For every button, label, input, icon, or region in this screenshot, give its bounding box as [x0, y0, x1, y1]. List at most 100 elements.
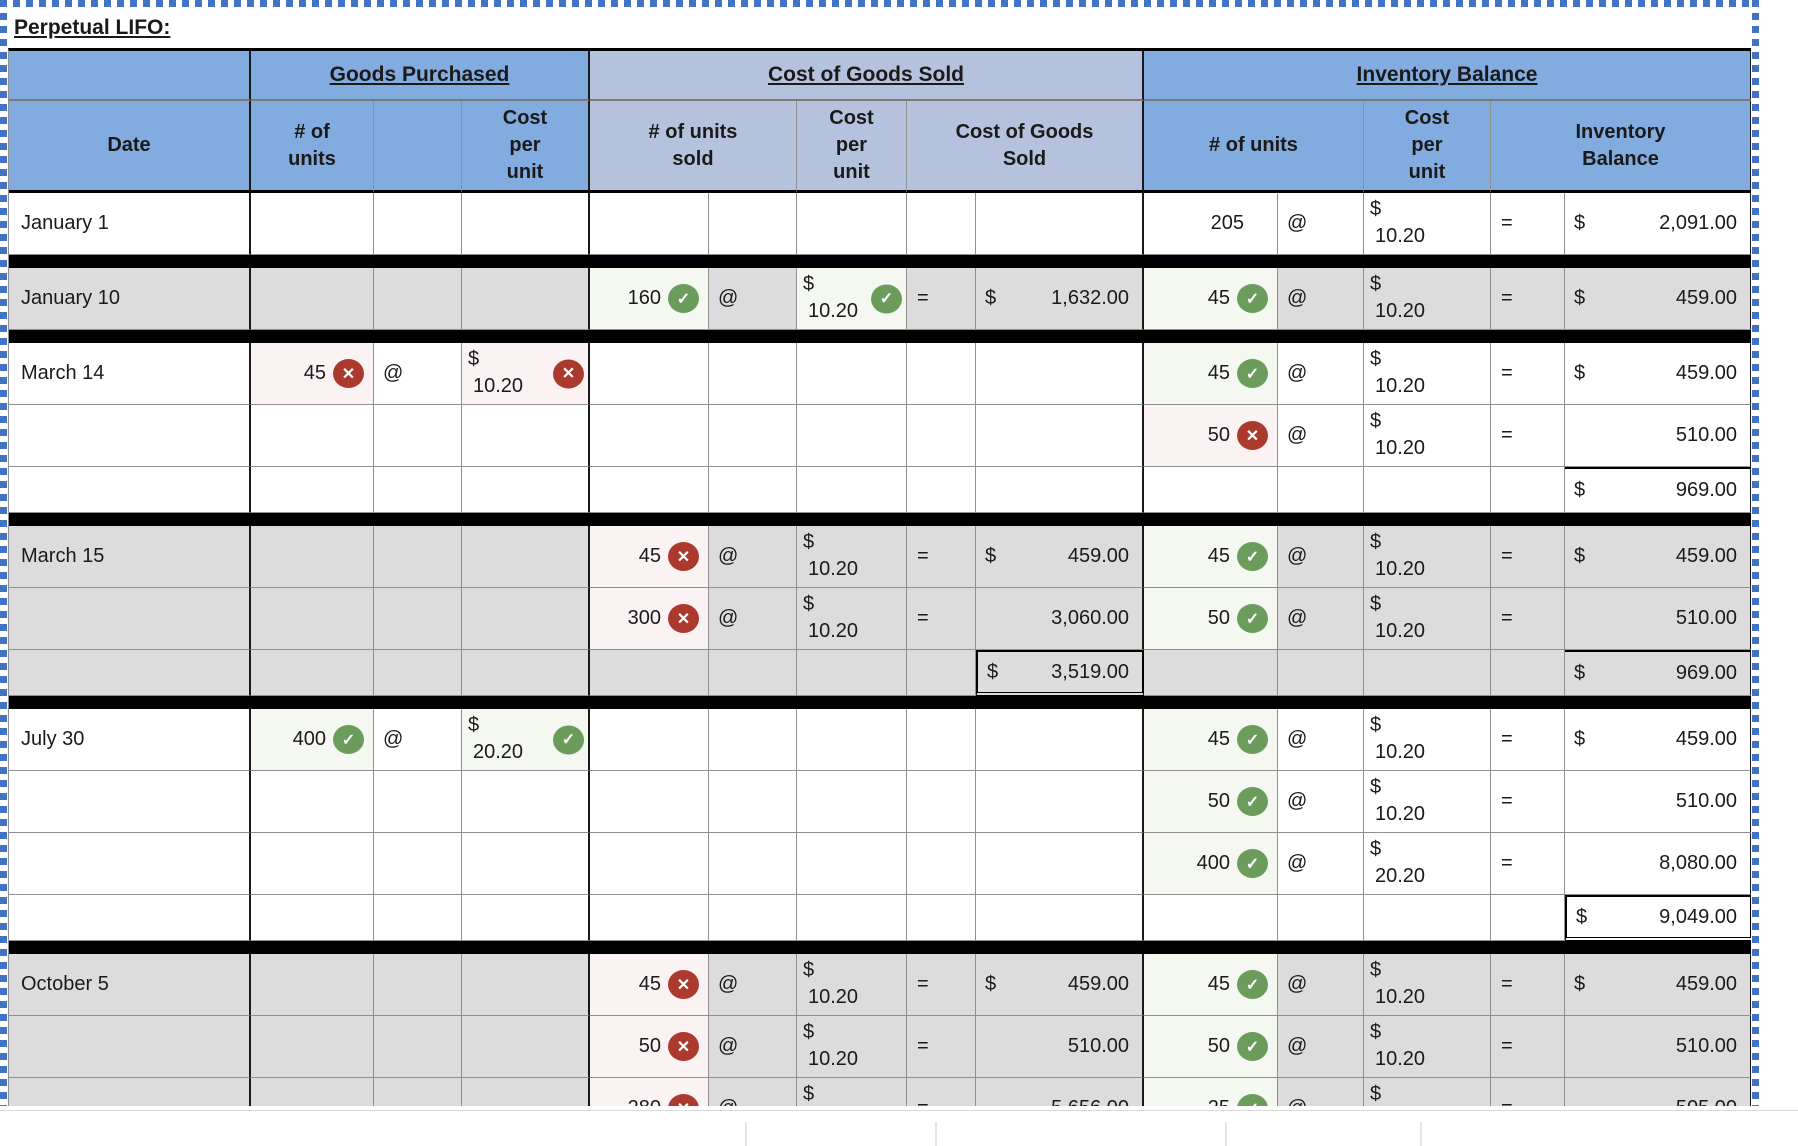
empty-cell: [590, 193, 709, 255]
section-separator: [9, 330, 1751, 343]
at-cell: @: [709, 268, 797, 330]
empty-cell: [462, 526, 590, 588]
empty-cell: [1491, 650, 1565, 696]
empty-cell: [462, 650, 590, 696]
units-cell[interactable]: 400 ✓: [1144, 833, 1278, 895]
units-cell[interactable]: 45 ✕: [590, 954, 709, 1016]
units-cell[interactable]: 300 ✕: [590, 588, 709, 650]
at-cell: @: [709, 954, 797, 1016]
empty-cell: [9, 895, 251, 941]
equals-cell: =: [907, 954, 976, 1016]
col-header-inv-cost-per-unit: Cost per unit: [1364, 101, 1491, 193]
at-cell: @: [709, 1078, 797, 1106]
check-icon: ✓: [1237, 1032, 1268, 1061]
section-separator: [9, 513, 1751, 526]
empty-cell: [251, 650, 374, 696]
empty-cell: [9, 771, 251, 833]
empty-cell: [907, 467, 976, 513]
table-row: $969.00: [9, 467, 1751, 513]
equals-cell: =: [907, 1016, 976, 1078]
check-icon: ✓: [668, 284, 699, 313]
units-cell[interactable]: 45 ✕: [590, 526, 709, 588]
col-header-cogs-cost-per-unit: Cost per unit: [797, 101, 907, 193]
unit-cost-cell: $10.20: [1364, 268, 1491, 330]
units-cell[interactable]: 45 ✓: [1144, 526, 1278, 588]
lifo-table: Goods Purchased Cost of Goods Sold Inven…: [8, 48, 1751, 1106]
empty-cell: [1278, 467, 1364, 513]
units-cell[interactable]: 50 ✓: [1144, 1016, 1278, 1078]
x-icon: ✕: [668, 604, 699, 633]
empty-cell: [251, 954, 374, 1016]
selection-ants-top: [0, 0, 1759, 7]
empty-cell: [462, 193, 590, 255]
group-header-blank: [9, 51, 251, 101]
empty-cell: [251, 1016, 374, 1078]
table-row: 50 ✕ @ $10.20 = 510.00: [9, 405, 1751, 467]
empty-cell: [251, 467, 374, 513]
unit-cost-cell[interactable]: $10.20 ✕: [462, 343, 590, 405]
amount-cell: $459.00: [1565, 954, 1751, 1016]
group-header-row: Goods Purchased Cost of Goods Sold Inven…: [9, 51, 1751, 101]
units-cell[interactable]: 45 ✓: [1144, 709, 1278, 771]
empty-cell: [374, 526, 462, 588]
amount-cell: 5,656.00: [976, 1078, 1144, 1106]
unit-cost-cell: $10.20: [1364, 343, 1491, 405]
units-cell[interactable]: 50 ✕: [1144, 405, 1278, 467]
background-grid-line: [745, 1122, 747, 1146]
empty-cell: [907, 343, 976, 405]
at-cell: @: [1278, 526, 1364, 588]
units-cell[interactable]: 400 ✓: [251, 709, 374, 771]
units-cell[interactable]: 280✕: [590, 1078, 709, 1106]
units-cell[interactable]: 45 ✓: [1144, 268, 1278, 330]
unit-cost-cell[interactable]: $10.20 ✓: [797, 268, 907, 330]
equals-cell: =: [1491, 771, 1565, 833]
unit-cost-cell: $10.20: [797, 954, 907, 1016]
empty-cell: [797, 467, 907, 513]
page-title: Perpetual LIFO:: [14, 15, 171, 39]
empty-cell: [797, 895, 907, 941]
units-cell[interactable]: 50 ✕: [590, 1016, 709, 1078]
at-cell: @: [374, 343, 462, 405]
at-cell: @: [709, 526, 797, 588]
empty-cell: [251, 1078, 374, 1106]
units-cell[interactable]: 45 ✓: [1144, 343, 1278, 405]
empty-cell: [907, 193, 976, 255]
date-cell: March 15: [9, 526, 251, 588]
empty-cell: [374, 193, 462, 255]
check-icon: ✓: [333, 725, 364, 754]
units-cell[interactable]: 160 ✓: [590, 268, 709, 330]
units-cell[interactable]: 50 ✓: [1144, 771, 1278, 833]
amount-cell: 510.00: [976, 1016, 1144, 1078]
empty-cell: [1144, 650, 1278, 696]
table-row: 300 ✕ @ $10.20 = 3,060.00 50 ✓ @ $10.20 = …: [9, 588, 1751, 650]
unit-cost-cell: $10.20: [797, 588, 907, 650]
unit-cost-cell[interactable]: $20.20 ✓: [462, 709, 590, 771]
col-header-gp-cost-per-unit: Cost per unit: [462, 101, 590, 193]
table-row: $3,519.00 $969.00: [9, 650, 1751, 696]
empty-cell: [9, 833, 251, 895]
empty-cell: [797, 771, 907, 833]
units-cell[interactable]: 25✓: [1144, 1078, 1278, 1106]
equals-cell: =: [1491, 954, 1565, 1016]
amount-cell: 3,060.00: [976, 588, 1144, 650]
empty-cell: [797, 343, 907, 405]
empty-cell: [907, 771, 976, 833]
empty-cell: [251, 833, 374, 895]
table-row: 50 ✓ @ $10.20 = 510.00: [9, 771, 1751, 833]
units-cell[interactable]: 50 ✓: [1144, 588, 1278, 650]
empty-cell: [1364, 650, 1491, 696]
empty-cell: [374, 1016, 462, 1078]
empty-cell: [976, 467, 1144, 513]
units-cell[interactable]: 45 ✕: [251, 343, 374, 405]
equals-cell: =: [1491, 526, 1565, 588]
amount-cell: 505.00: [1565, 1078, 1751, 1106]
units-cell[interactable]: 45 ✓: [1144, 954, 1278, 1016]
equals-cell: =: [1491, 833, 1565, 895]
at-cell: @: [709, 588, 797, 650]
check-icon: ✓: [1237, 284, 1268, 313]
x-icon: ✕: [553, 359, 584, 388]
empty-cell: [976, 343, 1144, 405]
empty-cell: [251, 405, 374, 467]
empty-cell: [976, 833, 1144, 895]
x-icon: ✕: [668, 1094, 699, 1106]
